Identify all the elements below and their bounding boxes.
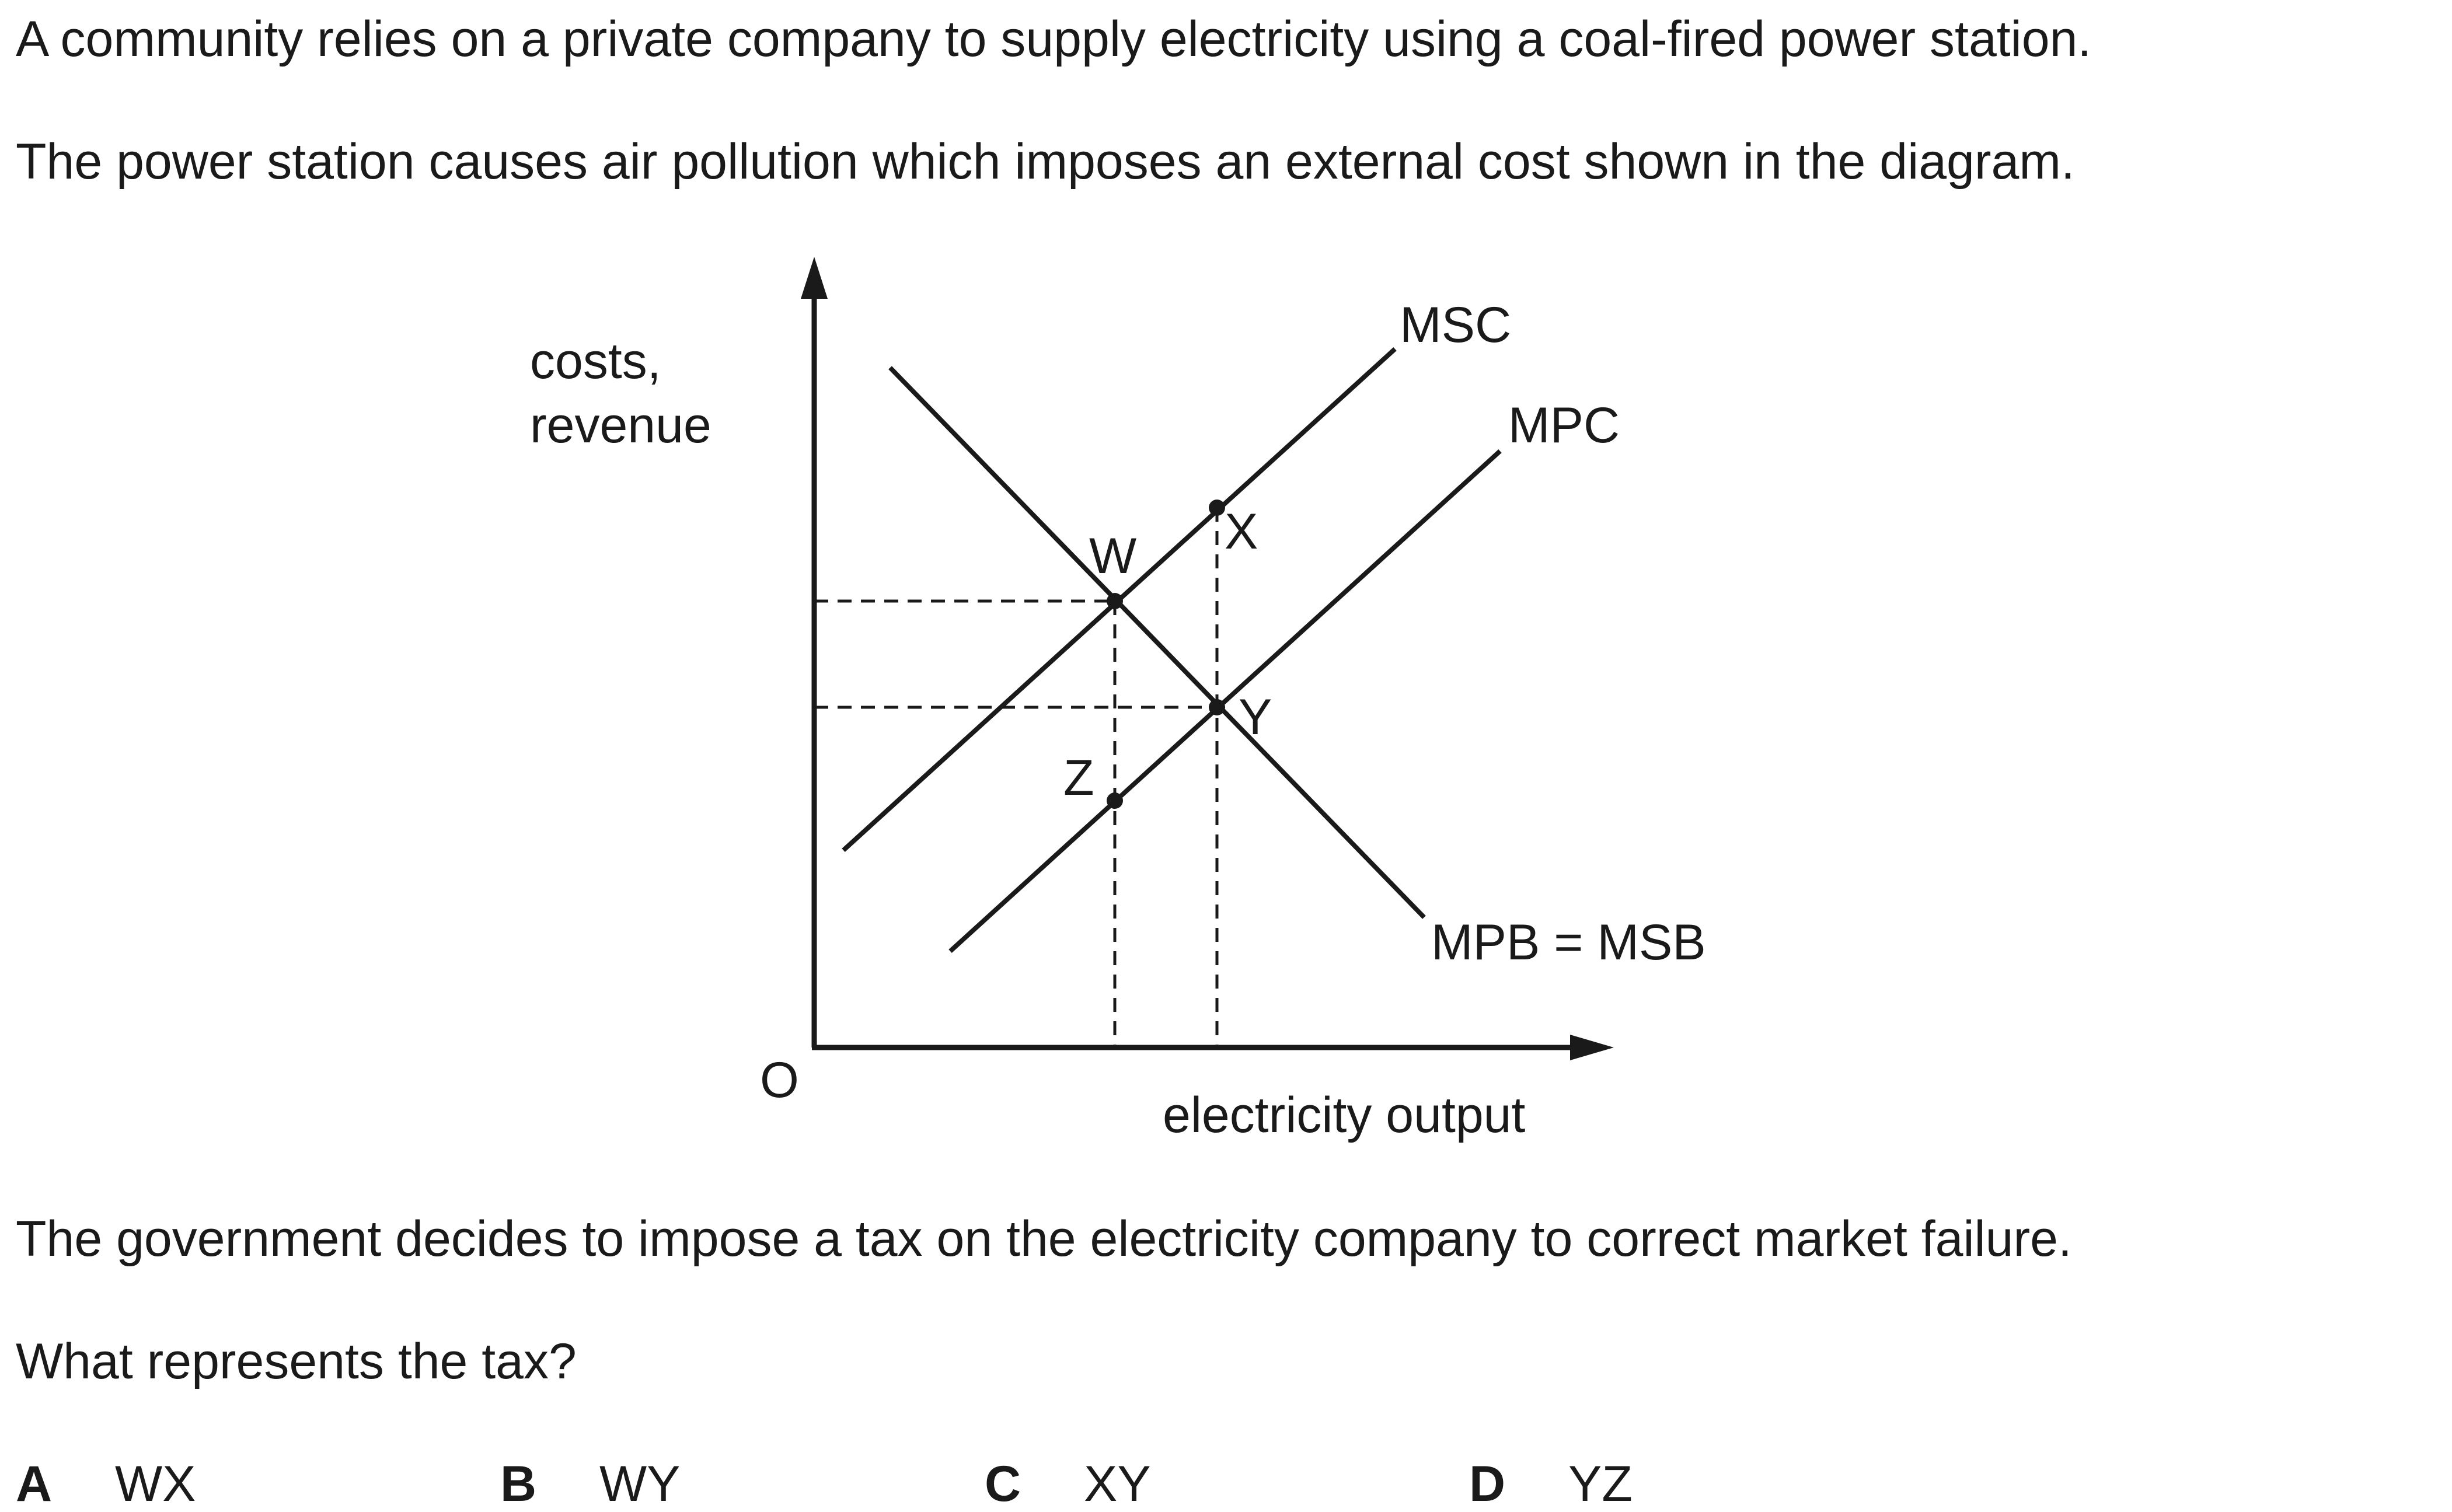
option-letter: C	[985, 1456, 1021, 1512]
y-axis-arrow	[801, 257, 828, 299]
point-y-label: Y	[1239, 689, 1272, 745]
point-y-marker	[1209, 699, 1225, 715]
x-axis-arrow	[1570, 1035, 1614, 1060]
statement-text: The government decides to impose a tax o…	[16, 1211, 2072, 1267]
option-c[interactable]: C XY	[985, 1459, 1151, 1509]
option-a[interactable]: A WX	[16, 1459, 196, 1509]
intro-text-1: A community relies on a private company …	[16, 11, 2092, 67]
prompt-text: What represents the tax?	[16, 1333, 577, 1389]
option-letter: D	[1469, 1456, 1506, 1512]
option-text: YZ	[1568, 1456, 1633, 1512]
option-b[interactable]: B WY	[500, 1459, 681, 1509]
option-letter: B	[500, 1456, 537, 1512]
msc-label: MSC	[1400, 297, 1511, 353]
intro-text-2: The power station causes air pollution w…	[16, 134, 2075, 190]
y-axis-label-line2: revenue	[530, 397, 711, 453]
answer-options: A WX B WY C XY D YZ	[0, 1459, 2452, 1511]
mpc-curve	[948, 449, 1502, 953]
origin-label: O	[760, 1052, 799, 1108]
point-z-marker	[1107, 792, 1123, 809]
mpc-label: MPC	[1508, 397, 1620, 453]
option-text: WY	[599, 1456, 681, 1512]
mpb-msb-label: MPB = MSB	[1431, 914, 1706, 970]
option-letter: A	[16, 1456, 53, 1512]
point-w-marker	[1107, 593, 1123, 609]
point-w-label: W	[1089, 528, 1136, 584]
point-x-marker	[1209, 500, 1225, 516]
point-x-label: X	[1225, 504, 1258, 560]
option-text: XY	[1084, 1456, 1151, 1512]
mpb-msb-curve	[888, 366, 1426, 919]
option-text: WX	[115, 1456, 196, 1512]
option-d[interactable]: D YZ	[1469, 1459, 1633, 1509]
x-axis-label: electricity output	[1163, 1087, 1526, 1143]
y-axis-label-line1: costs,	[530, 333, 661, 389]
point-z-label: Z	[1063, 750, 1094, 806]
